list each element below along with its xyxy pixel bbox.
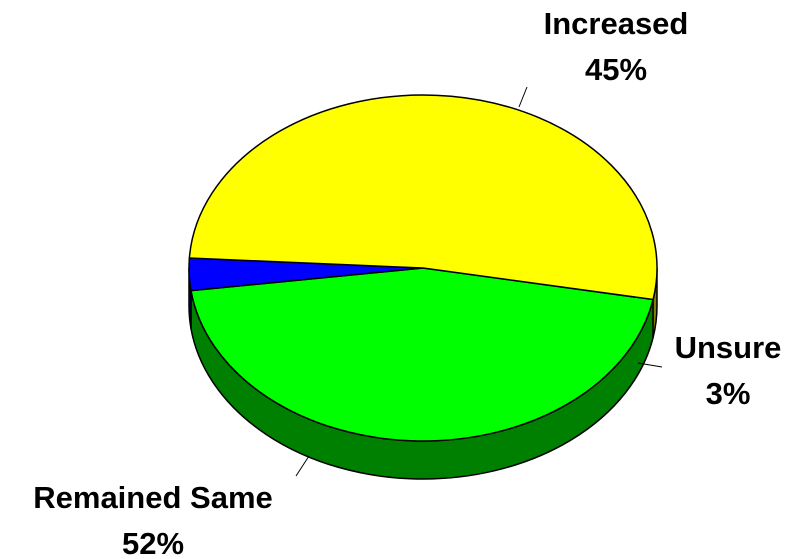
leader-line-increased xyxy=(518,86,528,108)
leader-line-unsure xyxy=(637,362,663,368)
slice-value-remained-same: 52% xyxy=(122,526,184,559)
slice-value-increased: 45% xyxy=(585,52,647,87)
leader-line-remained-same xyxy=(295,455,310,477)
pie-top-layer xyxy=(188,94,658,442)
slice-remained-same xyxy=(188,94,658,301)
slice-label-remained-same: Remained Same xyxy=(33,480,273,515)
slice-label-unsure: Unsure xyxy=(675,330,782,365)
slice-value-unsure: 3% xyxy=(706,376,751,411)
slice-increased xyxy=(190,267,654,442)
slice-label-increased: Increased xyxy=(544,6,689,41)
